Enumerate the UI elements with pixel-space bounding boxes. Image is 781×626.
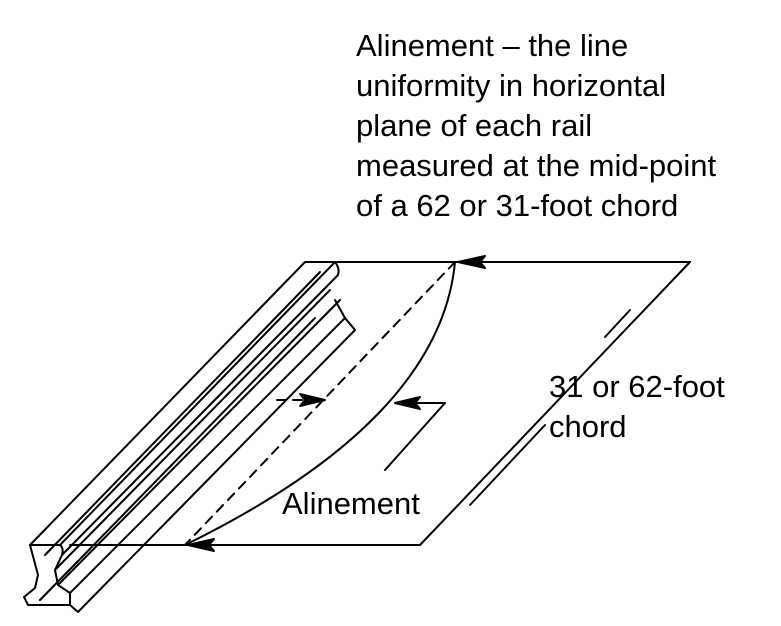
definition-line-2: uniformity in horizontal <box>356 68 667 103</box>
bottom-arrow-icon <box>187 538 215 552</box>
mid-arrow-left-icon <box>394 396 421 410</box>
chord-label-line-2: chord <box>549 409 627 444</box>
chord-label-line-1: 31 or 62-foot <box>549 369 725 404</box>
chord-dashed-line <box>184 261 456 546</box>
alinement-label: Alinement <box>282 486 420 521</box>
top-arrow-icon <box>457 255 486 269</box>
chord-plane <box>69 261 691 546</box>
definition-line-1: Alinement – the line <box>356 28 629 63</box>
definition-line-4: measured at the mid-point <box>356 148 717 183</box>
definition-line-5: of a 62 or 31-foot chord <box>356 188 679 223</box>
arrows <box>187 255 486 552</box>
chord-label: 31 or 62-foot chord <box>549 367 725 447</box>
mid-arrow-right-icon <box>299 393 326 407</box>
alinement-curve <box>184 261 456 546</box>
rail-illustration <box>23 261 356 613</box>
definition-line-3: plane of each rail <box>356 108 593 143</box>
alinement-definition: Alinement – the line uniformity in horiz… <box>356 26 716 226</box>
